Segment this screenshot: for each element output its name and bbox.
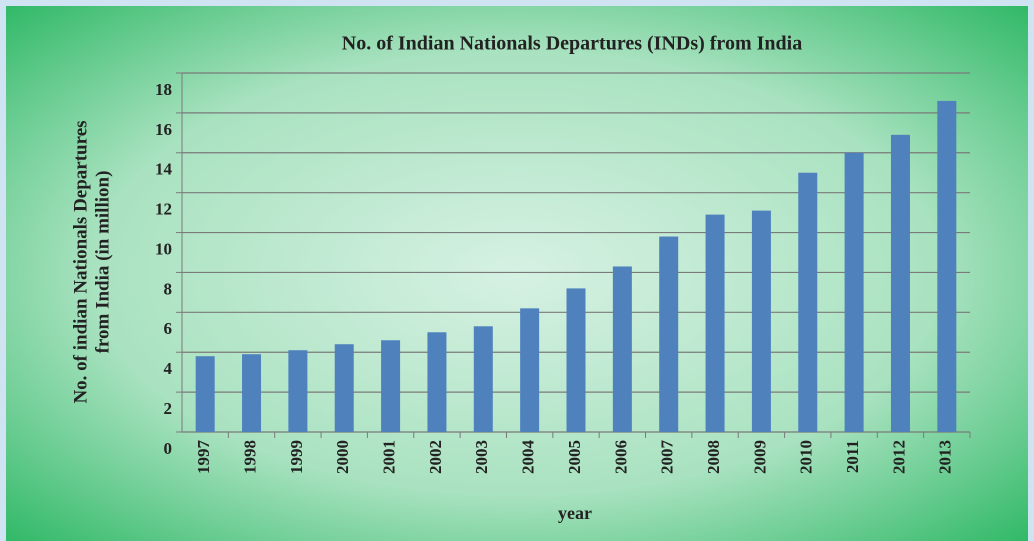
- y-tick-label: 16: [155, 120, 172, 139]
- bar: [705, 214, 725, 432]
- x-axis-label: year: [558, 503, 592, 523]
- x-tick-label: 2012: [889, 440, 908, 474]
- x-tick-label: 2006: [611, 440, 630, 474]
- x-tick-label: 1997: [194, 440, 213, 475]
- bar: [195, 356, 215, 432]
- y-tick-label: 10: [155, 239, 172, 258]
- x-tick-label: 1998: [240, 440, 259, 474]
- x-tick-label: 2003: [472, 440, 491, 474]
- x-tick-label: 2008: [704, 440, 723, 474]
- y-tick-label: 6: [164, 319, 173, 338]
- x-tick-label: 2010: [797, 440, 816, 474]
- bar: [659, 236, 679, 432]
- y-tick-label: 0: [164, 439, 173, 458]
- y-tick-label: 18: [155, 80, 172, 99]
- chart-title: No. of Indian Nationals Departures (INDs…: [342, 33, 802, 55]
- y-tick-label: 8: [164, 279, 173, 298]
- bar: [566, 288, 586, 432]
- x-tick-label: 2011: [843, 440, 862, 473]
- x-tick-label: 2002: [426, 440, 445, 474]
- bar: [520, 308, 540, 432]
- y-axis-label: from India (in million): [92, 171, 113, 354]
- bar: [612, 266, 632, 432]
- y-tick-label: 12: [155, 200, 172, 219]
- x-tick-label: 2009: [750, 440, 769, 474]
- x-tick-label: 2004: [519, 440, 538, 475]
- x-tick-label: 1999: [287, 440, 306, 474]
- x-tick-label: 2000: [333, 440, 352, 474]
- bar: [844, 152, 864, 432]
- bar: [473, 326, 493, 432]
- bar: [937, 100, 957, 432]
- bar: [427, 332, 447, 432]
- bar: [288, 350, 308, 432]
- bar: [334, 344, 354, 432]
- y-tick-label: 4: [164, 359, 173, 378]
- y-tick-label: 2: [164, 399, 173, 418]
- x-tick-label: 2013: [936, 440, 955, 474]
- bar: [751, 210, 771, 432]
- x-tick-label: 2007: [658, 440, 677, 475]
- x-tick-label: 2001: [379, 440, 398, 474]
- x-tick-label: 2005: [565, 440, 584, 474]
- bar: [890, 134, 910, 433]
- bar: [798, 172, 818, 432]
- bar: [242, 354, 262, 432]
- bar: [381, 340, 401, 432]
- y-axis-label: No. of indian Nationals Departures: [70, 120, 91, 403]
- y-tick-label: 14: [155, 160, 173, 179]
